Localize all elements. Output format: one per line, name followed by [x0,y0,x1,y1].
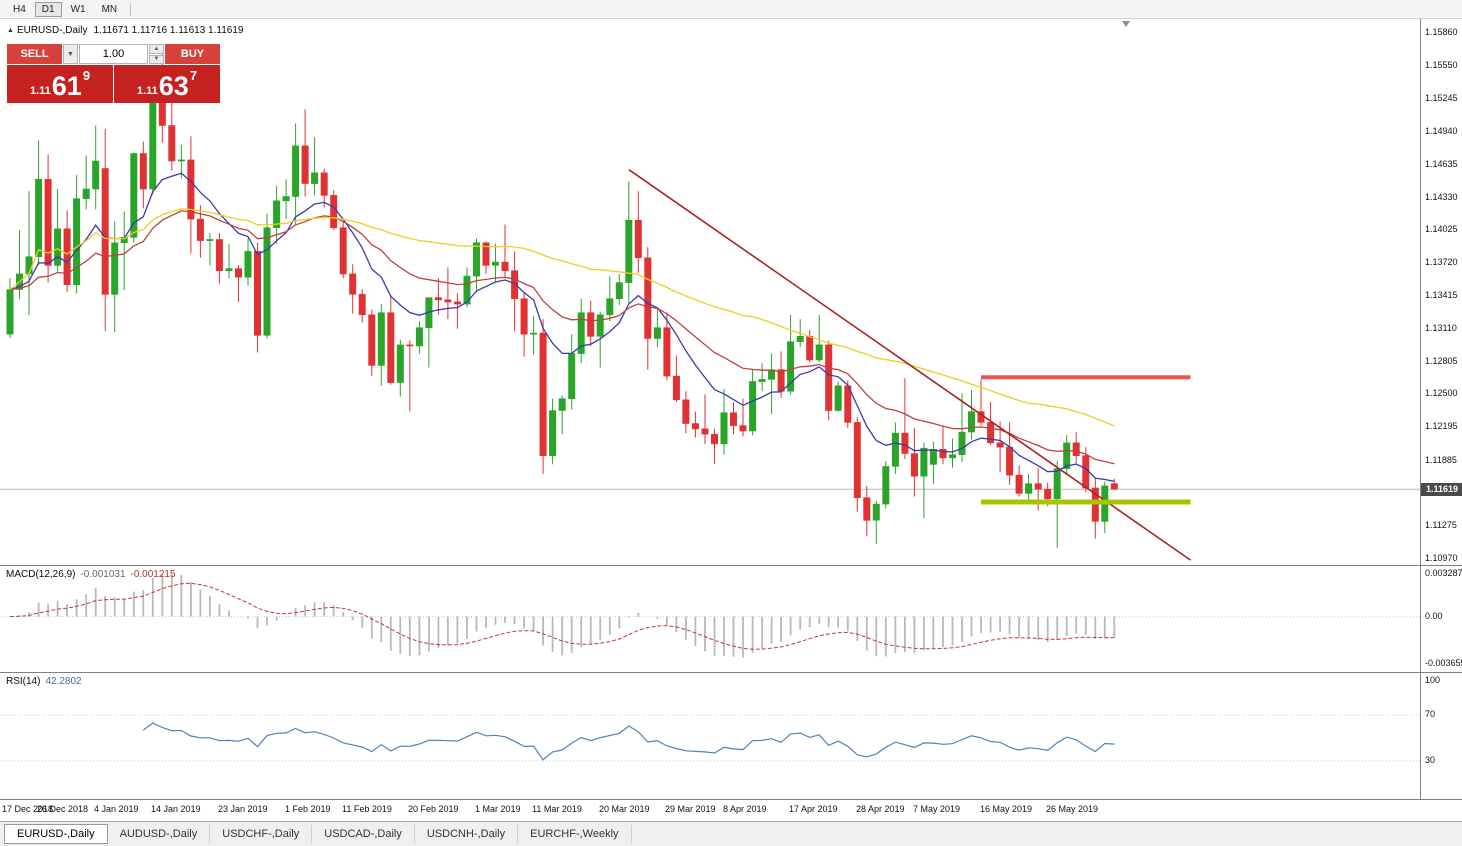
price-axis-label: 1.14025 [1425,224,1458,234]
macd-axis-label: 0.00 [1425,611,1443,621]
date-axis-label: 4 Jan 2019 [94,804,139,814]
rsi-axis-label: 30 [1425,755,1436,765]
price-axis-label: 1.14635 [1425,159,1458,169]
rsi-axis-label: 100 [1425,675,1441,685]
timeframe-button-d1[interactable]: D1 [34,1,62,17]
macd-panel[interactable]: MACD(12,26,9) -0.001031 -0.001215 [0,566,1420,672]
timeframe-button-h4[interactable]: H4 [13,3,26,15]
price-axis-label: 1.10970 [1425,553,1458,563]
date-axis-label: 28 Apr 2019 [856,804,905,814]
volume-dropdown[interactable]: ▼ [63,44,78,64]
price-axis-label: 1.15245 [1425,93,1458,103]
sell-price-point: 9 [82,68,91,83]
chart-title: ▲ EURUSD-,Daily 1.11671 1.11716 1.11613 1.… [7,25,243,36]
buy-button[interactable]: BUY [165,44,220,64]
date-axis-label: 1 Mar 2019 [475,804,521,814]
panel-splitter[interactable] [0,672,1462,673]
chart-ohlc-values: 1.11671 1.11716 1.11613 1.11619 [93,25,244,36]
volume-increase-button[interactable]: ▲ [149,44,164,54]
time-axis[interactable]: 17 Dec 2018 26 Dec 2018 4 Jan 2019 14 Jan 2… [0,800,1462,821]
rsi-label: RSI(14) [6,676,41,687]
panel-splitter[interactable] [0,565,1462,566]
date-axis-label: 16 May 2019 [980,804,1033,814]
chart-marker-icon: ▲ [7,27,14,34]
date-axis-label: 17 Dec 2018 [2,804,54,814]
volume-stepper: ▲ ▼ [149,44,164,64]
macd-label: MACD(12,26,9) [6,569,76,580]
chart-tab-usdcnh[interactable]: USDCNH-,Daily [415,825,519,843]
price-axis-label: 1.14940 [1425,126,1458,136]
chart-tab-usdchf[interactable]: USDCHF-,Daily [210,825,313,843]
date-axis-label: 26 Dec 2018 [37,804,89,814]
sell-price-figure: 1.11 [29,85,51,97]
chart-shift-icon[interactable] [1122,21,1130,27]
candlestick-chart[interactable] [0,19,1420,565]
volume-input[interactable] [79,44,148,64]
rsi-panel[interactable]: RSI(14) 42.2802 [0,673,1420,799]
price-axis-label: 1.12805 [1425,356,1458,366]
buy-price-figure: 1.11 [136,85,158,97]
volume-decrease-button[interactable]: ▼ [149,54,164,64]
rsi-chart[interactable] [0,673,1420,799]
chart-tab-eurusd[interactable]: EURUSD-,Daily [4,824,108,844]
buy-price-display[interactable]: 1.11 63 7 [114,65,220,103]
price-axis-label: 1.12500 [1425,388,1458,398]
date-axis-label: 7 May 2019 [913,804,961,814]
date-axis-label: 23 Jan 2019 [218,804,268,814]
price-axis-label: 1.13415 [1425,290,1458,300]
rsi-value: 42.2802 [45,676,82,687]
price-axis-label: 1.13720 [1425,257,1458,267]
macd-axis-label: 0.003287 [1425,568,1462,578]
sell-button[interactable]: SELL [7,44,62,64]
price-axis-label: 1.12195 [1425,421,1458,431]
price-axis-label: 1.15550 [1425,60,1458,70]
macd-signal-value: -0.001215 [130,569,176,580]
macd-main-value: -0.001031 [80,569,126,580]
price-axis[interactable]: 1.15860 1.15550 1.15245 1.14940 1.14635 1.143… [1420,19,1462,799]
price-axis-label: 1.15860 [1425,27,1458,37]
macd-chart[interactable] [0,566,1420,672]
price-axis-label: 1.13110 [1425,323,1457,333]
chart-tab-audusd[interactable]: AUDUSD-,Daily [108,825,211,843]
current-price-badge: 1.11619 [1421,483,1462,496]
timeframe-button-mn[interactable]: MN [101,3,118,15]
price-axis-label: 1.14330 [1425,192,1458,202]
date-axis-label: 8 Apr 2019 [723,804,767,814]
date-axis-label: 11 Mar 2019 [532,804,582,814]
macd-axis-label: -0.003655 [1425,658,1462,668]
main-chart-panel[interactable]: ▲ EURUSD-,Daily 1.11671 1.11716 1.11613 1.… [0,19,1420,565]
sell-price-pips: 61 [51,71,82,101]
panel-splitter[interactable] [0,799,1462,800]
date-axis-label: 11 Feb 2019 [342,804,392,814]
chart-tab-usdcad[interactable]: USDCAD-,Daily [312,825,415,843]
date-axis-label: 20 Feb 2019 [408,804,459,814]
date-axis-label: 20 Mar 2019 [599,804,650,814]
buy-price-point: 7 [189,68,198,83]
date-axis-label: 17 Apr 2019 [789,804,838,814]
chart-symbol-label: EURUSD-,Daily [16,25,88,36]
timeframe-button-w1[interactable]: W1 [70,3,86,15]
price-axis-label: 1.11885 [1425,455,1457,465]
sell-price-display[interactable]: 1.11 61 9 [7,65,113,103]
date-axis-label: 1 Feb 2019 [285,804,331,814]
chart-tab-eurchf[interactable]: EURCHF-,Weekly [518,825,632,843]
date-axis-label: 14 Jan 2019 [151,804,201,814]
rsi-axis-label: 70 [1425,709,1436,719]
date-axis-label: 29 Mar 2019 [665,804,716,814]
macd-header: MACD(12,26,9) -0.001031 -0.001215 [6,569,181,580]
chart-tab-bar: EURUSD-,Daily AUDUSD-,Daily USDCHF-,Daily U… [0,821,1462,846]
rsi-header: RSI(14) 42.2802 [6,676,87,687]
price-axis-label: 1.11275 [1425,520,1457,530]
toolbar-separator [130,2,132,16]
date-axis-label: 26 May 2019 [1046,804,1099,814]
buy-price-pips: 63 [158,71,189,101]
timeframe-toolbar: H4 D1 W1 MN [0,0,1462,19]
chevron-down-icon: ▼ [67,50,74,58]
